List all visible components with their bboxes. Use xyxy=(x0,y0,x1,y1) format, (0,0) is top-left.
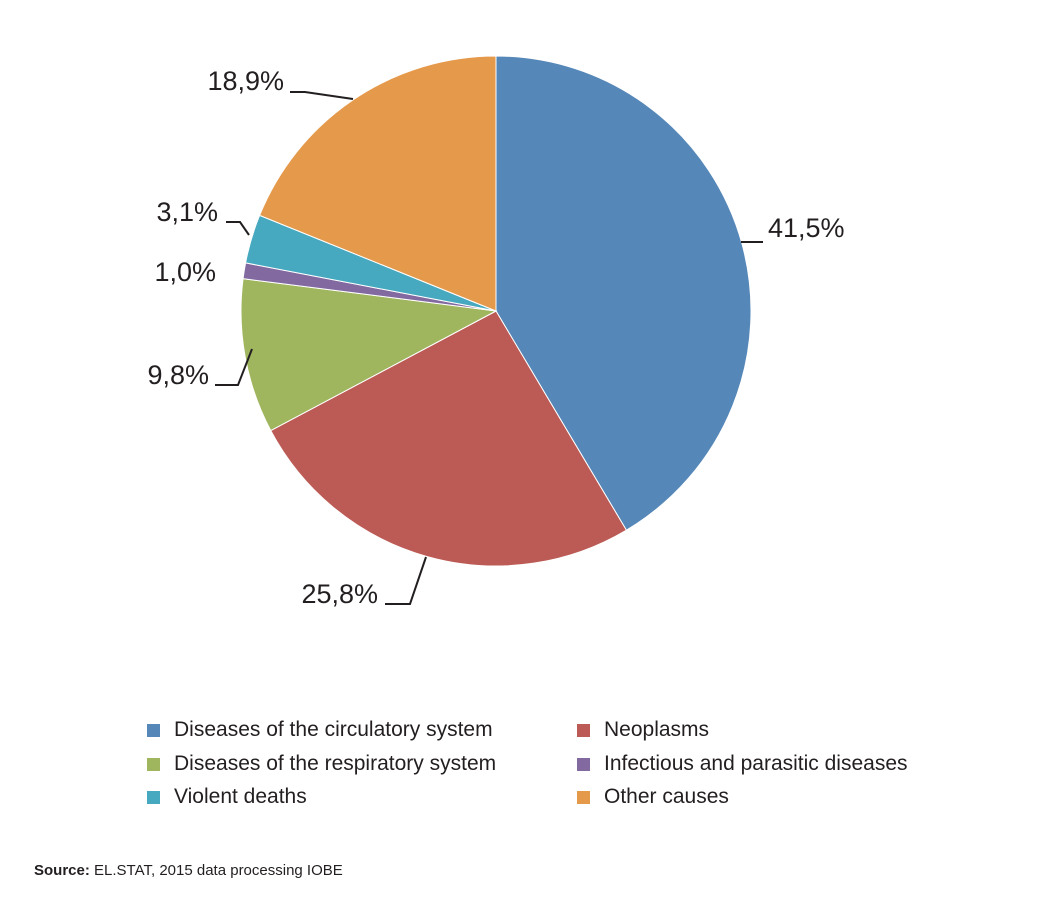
leader-line-violent xyxy=(226,221,250,236)
slice-label-circulatory: 41,5% xyxy=(768,213,845,243)
legend-label-neoplasms: Neoplasms xyxy=(604,718,710,741)
leader-line-other xyxy=(290,91,354,100)
slice-labels: 41,5% 25,8% 9,8% 1,0% 3,1% 18,9% xyxy=(147,66,844,609)
legend-item-neoplasms: Neoplasms xyxy=(577,717,709,743)
slice-label-other: 18,9% xyxy=(207,66,284,96)
legend-swatch-infectious xyxy=(577,757,590,771)
leader-line-respiratory xyxy=(215,348,253,386)
legend-item-violent: Violent deaths xyxy=(147,784,307,810)
slice-label-neoplasms: 25,8% xyxy=(301,579,378,609)
legend-item-other: Other causes xyxy=(577,784,729,810)
pie-slices xyxy=(240,55,752,567)
pie-slice-neoplasms xyxy=(270,310,628,567)
legend-item-circulatory: Diseases of the circulatory system xyxy=(147,717,493,743)
source-text: EL.STAT, 2015 data processing IOBE xyxy=(89,862,343,879)
legend-swatch-respiratory xyxy=(147,757,160,771)
legend-label-circulatory: Diseases of the circulatory system xyxy=(174,718,493,741)
pie-slice-respiratory xyxy=(240,278,498,432)
legend-swatch-violent xyxy=(147,790,160,804)
legend-label-infectious: Infectious and parasitic diseases xyxy=(604,752,908,775)
legend-swatch-neoplasms xyxy=(577,723,590,737)
slice-label-violent: 3,1% xyxy=(156,197,218,227)
source-prefix: Source: xyxy=(34,862,90,879)
legend-swatch-other xyxy=(577,790,590,804)
legend-label-other: Other causes xyxy=(604,785,729,808)
pie-chart: 41,5% 25,8% 9,8% 1,0% 3,1% 18,9% xyxy=(147,55,845,609)
legend-item-infectious: Infectious and parasitic diseases xyxy=(577,751,908,777)
leader-line-neoplasms xyxy=(385,556,427,605)
pie-slice-circulatory xyxy=(495,55,752,531)
pie-slice-other xyxy=(258,55,497,312)
leader-lines xyxy=(215,91,763,605)
legend-label-respiratory: Diseases of the respiratory system xyxy=(174,752,497,775)
legend-item-respiratory: Diseases of the respiratory system xyxy=(147,751,496,777)
slice-label-respiratory: 9,8% xyxy=(147,360,209,390)
legend-swatch-circulatory xyxy=(147,723,160,737)
legend-label-violent: Violent deaths xyxy=(174,785,307,808)
slice-label-infectious: 1,0% xyxy=(154,257,216,287)
source-note: Source: EL.STAT, 2015 data processing IO… xyxy=(34,862,343,879)
